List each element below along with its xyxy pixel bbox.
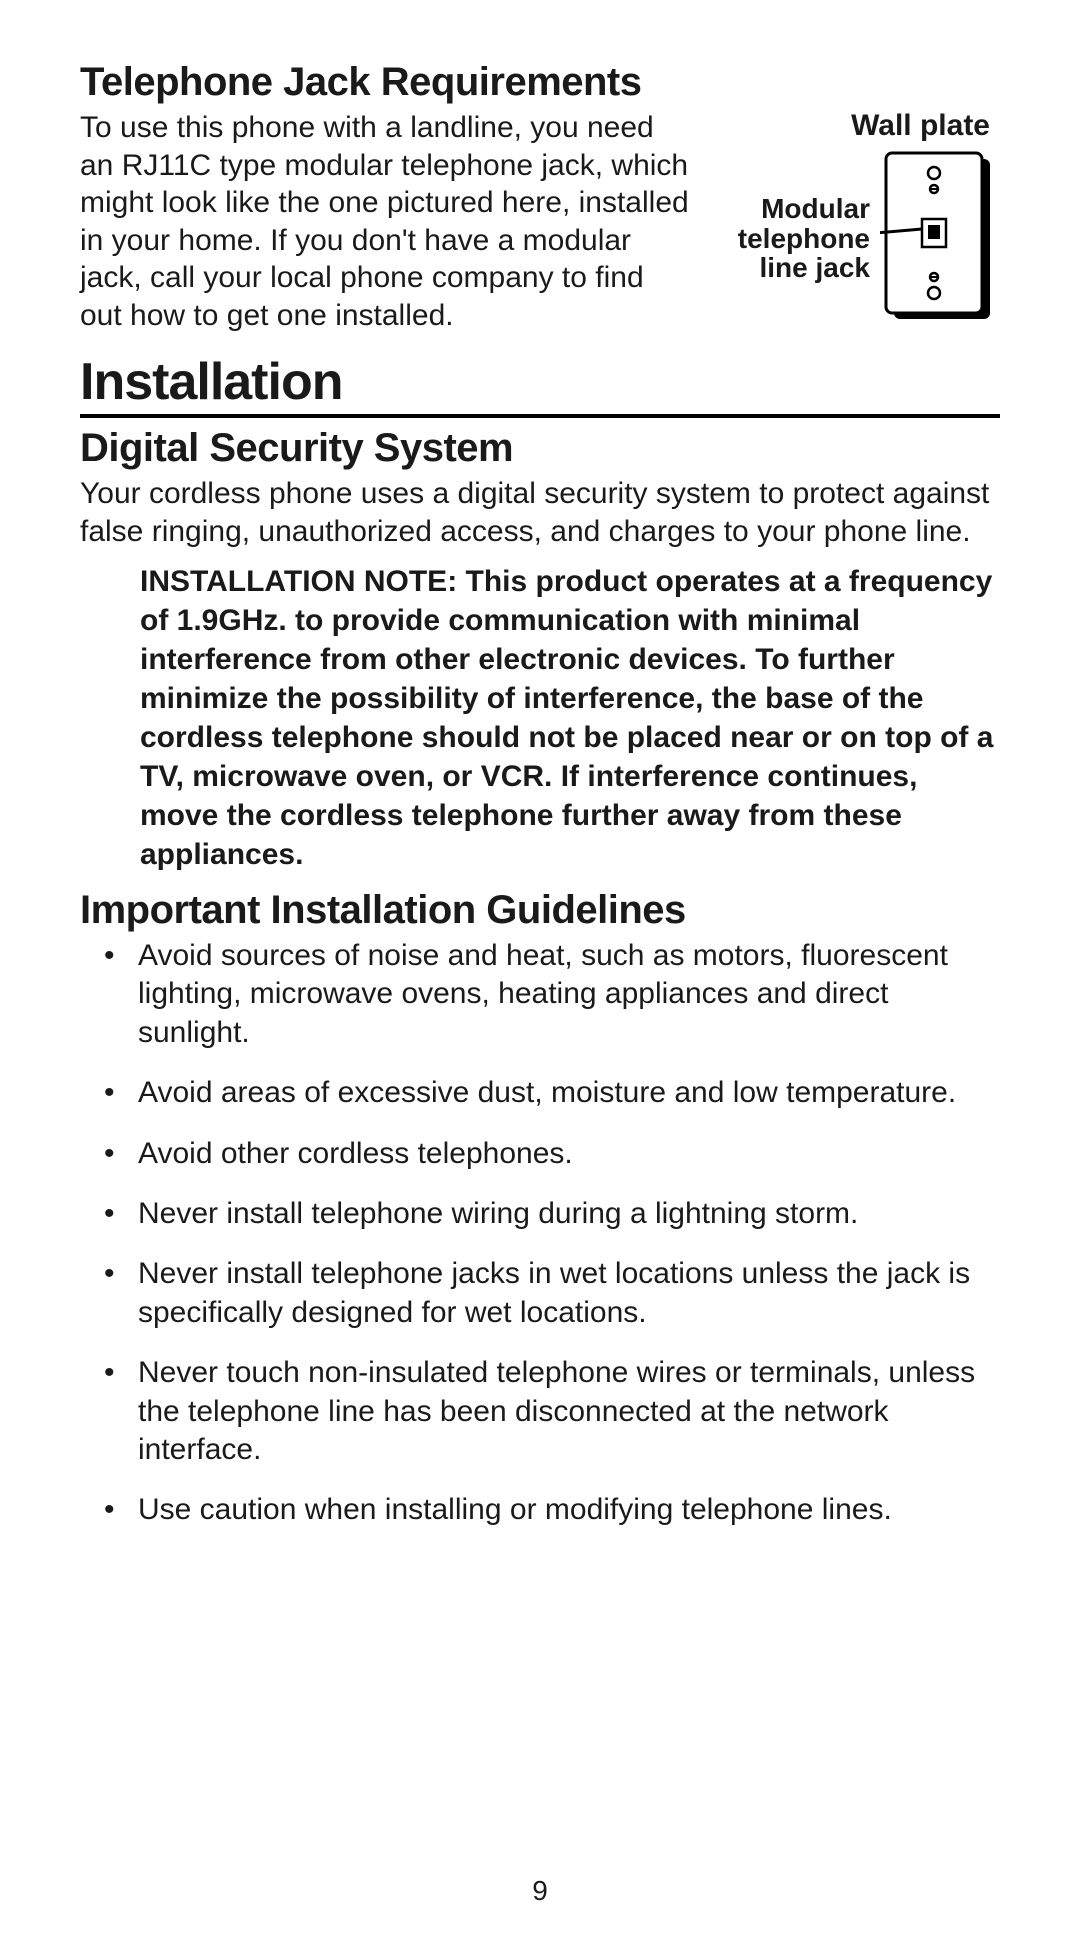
wall-plate-label: Wall plate: [710, 109, 1000, 143]
page-number: 9: [0, 1875, 1080, 1907]
list-item: Avoid other cordless telephones.: [116, 1135, 1000, 1173]
wall-plate-diagram: Wall plate Modular telephone line jack: [710, 109, 1000, 326]
list-item: Never touch non-insulated telephone wire…: [116, 1354, 1000, 1469]
jack-heading: Telephone Jack Requirements: [80, 60, 1000, 105]
wall-plate-icon: [880, 151, 1000, 326]
jack-row: To use this phone with a landline, you n…: [80, 109, 1000, 334]
installation-note: INSTALLATION NOTE: This product operates…: [80, 550, 1000, 888]
modular-l2: telephone: [738, 223, 870, 254]
modular-l3: line jack: [759, 252, 870, 283]
jack-section: Telephone Jack Requirements To use this …: [80, 60, 1000, 334]
installation-heading: Installation: [80, 352, 1000, 418]
dss-heading: Digital Security System: [80, 426, 1000, 471]
modular-jack-label: Modular telephone line jack: [738, 194, 870, 282]
guidelines-heading: Important Installation Guidelines: [80, 888, 1000, 933]
list-item: Never install telephone jacks in wet loc…: [116, 1255, 1000, 1332]
jack-body: To use this phone with a landline, you n…: [80, 109, 690, 334]
list-item: Use caution when installing or modifying…: [116, 1491, 1000, 1529]
list-item: Never install telephone wiring during a …: [116, 1195, 1000, 1233]
diagram-body: Modular telephone line jack: [710, 151, 1000, 326]
list-item: Avoid areas of excessive dust, moisture …: [116, 1074, 1000, 1112]
guidelines-list: Avoid sources of noise and heat, such as…: [80, 937, 1000, 1530]
dss-body: Your cordless phone uses a digital secur…: [80, 475, 1000, 550]
modular-l1: Modular: [761, 193, 870, 224]
list-item: Avoid sources of noise and heat, such as…: [116, 937, 1000, 1052]
